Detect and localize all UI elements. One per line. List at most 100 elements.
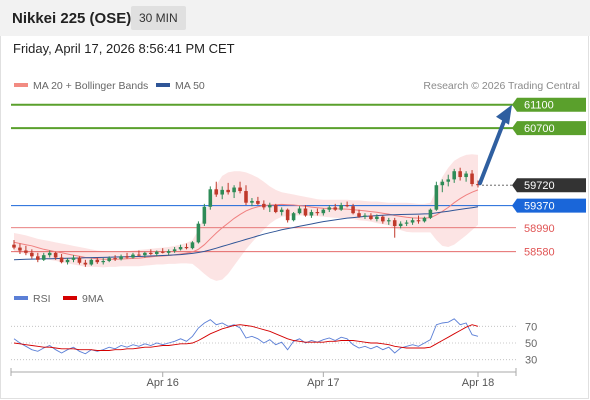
candle-body	[381, 216, 385, 222]
legend-ma50-swatch	[156, 83, 170, 88]
candle-body	[119, 256, 123, 260]
candle-body	[339, 205, 343, 210]
candle-body	[125, 256, 129, 258]
candle-body	[428, 209, 433, 218]
candle-body	[71, 257, 76, 260]
candle-body	[101, 261, 106, 263]
legend-rsi-ma: 9MA	[63, 293, 104, 305]
candle-body	[154, 251, 159, 255]
rsi-line	[13, 318, 479, 355]
candle-body	[386, 220, 391, 222]
candle-body	[77, 257, 82, 263]
candle-body	[196, 223, 201, 243]
candle-body	[178, 247, 183, 250]
candle-body	[285, 209, 290, 221]
level-tag-s2: 58580	[524, 247, 555, 259]
candle-body	[12, 244, 16, 248]
projection-arrow-head	[496, 104, 512, 125]
level-tag-pivot: 59370	[524, 201, 555, 213]
bollinger-band-fill	[14, 154, 478, 281]
timeframe-badge[interactable]: 30 MIN	[131, 6, 186, 30]
level-tag-r2-bg	[512, 97, 586, 112]
legend-rsi: RSI	[14, 293, 51, 305]
level-tag-r2: 61100	[524, 100, 554, 112]
chart-datetime: Friday, April 17, 2026 8:56:41 PM CET	[13, 41, 235, 56]
candle-body	[238, 187, 242, 192]
rsi-ma-line	[13, 324, 479, 351]
legend-rsi-ma-label: 9MA	[82, 293, 104, 305]
candle-body	[226, 189, 230, 193]
candle-body	[59, 257, 64, 263]
instrument-title: Nikkei 225 (OSE)	[12, 10, 132, 27]
candle-body	[446, 179, 451, 182]
rsi-tick-label: 70	[525, 321, 537, 333]
candle-body	[24, 250, 28, 253]
candle-body	[65, 259, 70, 263]
candle-body	[184, 247, 189, 249]
level-tag-current-bg	[512, 178, 586, 193]
candle-body	[214, 189, 219, 195]
candle-body	[434, 185, 439, 210]
candle-body	[315, 212, 320, 214]
candle-body	[291, 213, 296, 221]
rsi-tick-label: 50	[525, 338, 537, 350]
legend-bollinger-label: MA 20 + Bollinger Bands	[33, 80, 149, 92]
legend-ma50-label: MA 50	[175, 80, 205, 92]
candle-body	[303, 208, 308, 216]
candle-body	[172, 249, 177, 252]
candle-body	[309, 212, 314, 216]
research-credit: Research © 2026 Trading Central	[423, 80, 580, 92]
candle-body	[357, 213, 361, 217]
candle-body	[166, 251, 171, 253]
candle-body	[143, 252, 147, 256]
candle-body	[470, 173, 474, 185]
level-tag-r1-bg	[512, 121, 586, 136]
x-axis-label: Apr 18	[462, 377, 494, 389]
candle-body	[404, 222, 409, 224]
candle-body	[345, 205, 349, 207]
legend-bollinger-swatch	[14, 83, 28, 88]
candle-body	[452, 171, 456, 180]
x-axis-label: Apr 16	[147, 377, 179, 389]
candle-body	[113, 258, 117, 260]
candle-body	[392, 220, 397, 227]
candle-body	[244, 191, 248, 203]
candle-body	[190, 242, 195, 249]
candle-body	[149, 252, 153, 255]
candle-body	[351, 206, 355, 214]
candle-body	[363, 215, 367, 217]
candle-body	[89, 259, 94, 265]
ma50-line	[13, 206, 479, 261]
candle-body	[476, 184, 480, 186]
x-axis-label: Apr 17	[307, 377, 339, 389]
level-tag-current: 59720	[524, 180, 555, 192]
candle-body	[250, 200, 254, 203]
candle-body	[458, 171, 462, 178]
candle-body	[273, 205, 278, 213]
candle-body	[30, 252, 34, 257]
candle-body	[83, 262, 88, 265]
candle-body	[369, 215, 373, 220]
candle-body	[41, 255, 46, 260]
candle-body	[398, 223, 403, 227]
candle-body	[327, 207, 332, 210]
candle-body	[232, 187, 236, 193]
candle-body	[36, 256, 40, 260]
candle-body	[464, 173, 468, 178]
candle-body	[208, 189, 213, 207]
candle-body	[18, 247, 22, 251]
candle-body	[297, 208, 302, 214]
candle-body	[137, 254, 141, 256]
candle-body	[107, 258, 111, 262]
candle-body	[410, 220, 415, 223]
candle-body	[131, 254, 135, 258]
candle-body	[268, 205, 272, 208]
level-tag-pivot-bg	[512, 198, 586, 213]
candle-body	[279, 209, 284, 213]
candle-body	[440, 181, 445, 186]
candle-body	[256, 200, 260, 204]
legend-ma50: MA 50	[156, 80, 205, 92]
candle-body	[202, 206, 207, 224]
projection-arrow-shaft	[478, 116, 507, 186]
